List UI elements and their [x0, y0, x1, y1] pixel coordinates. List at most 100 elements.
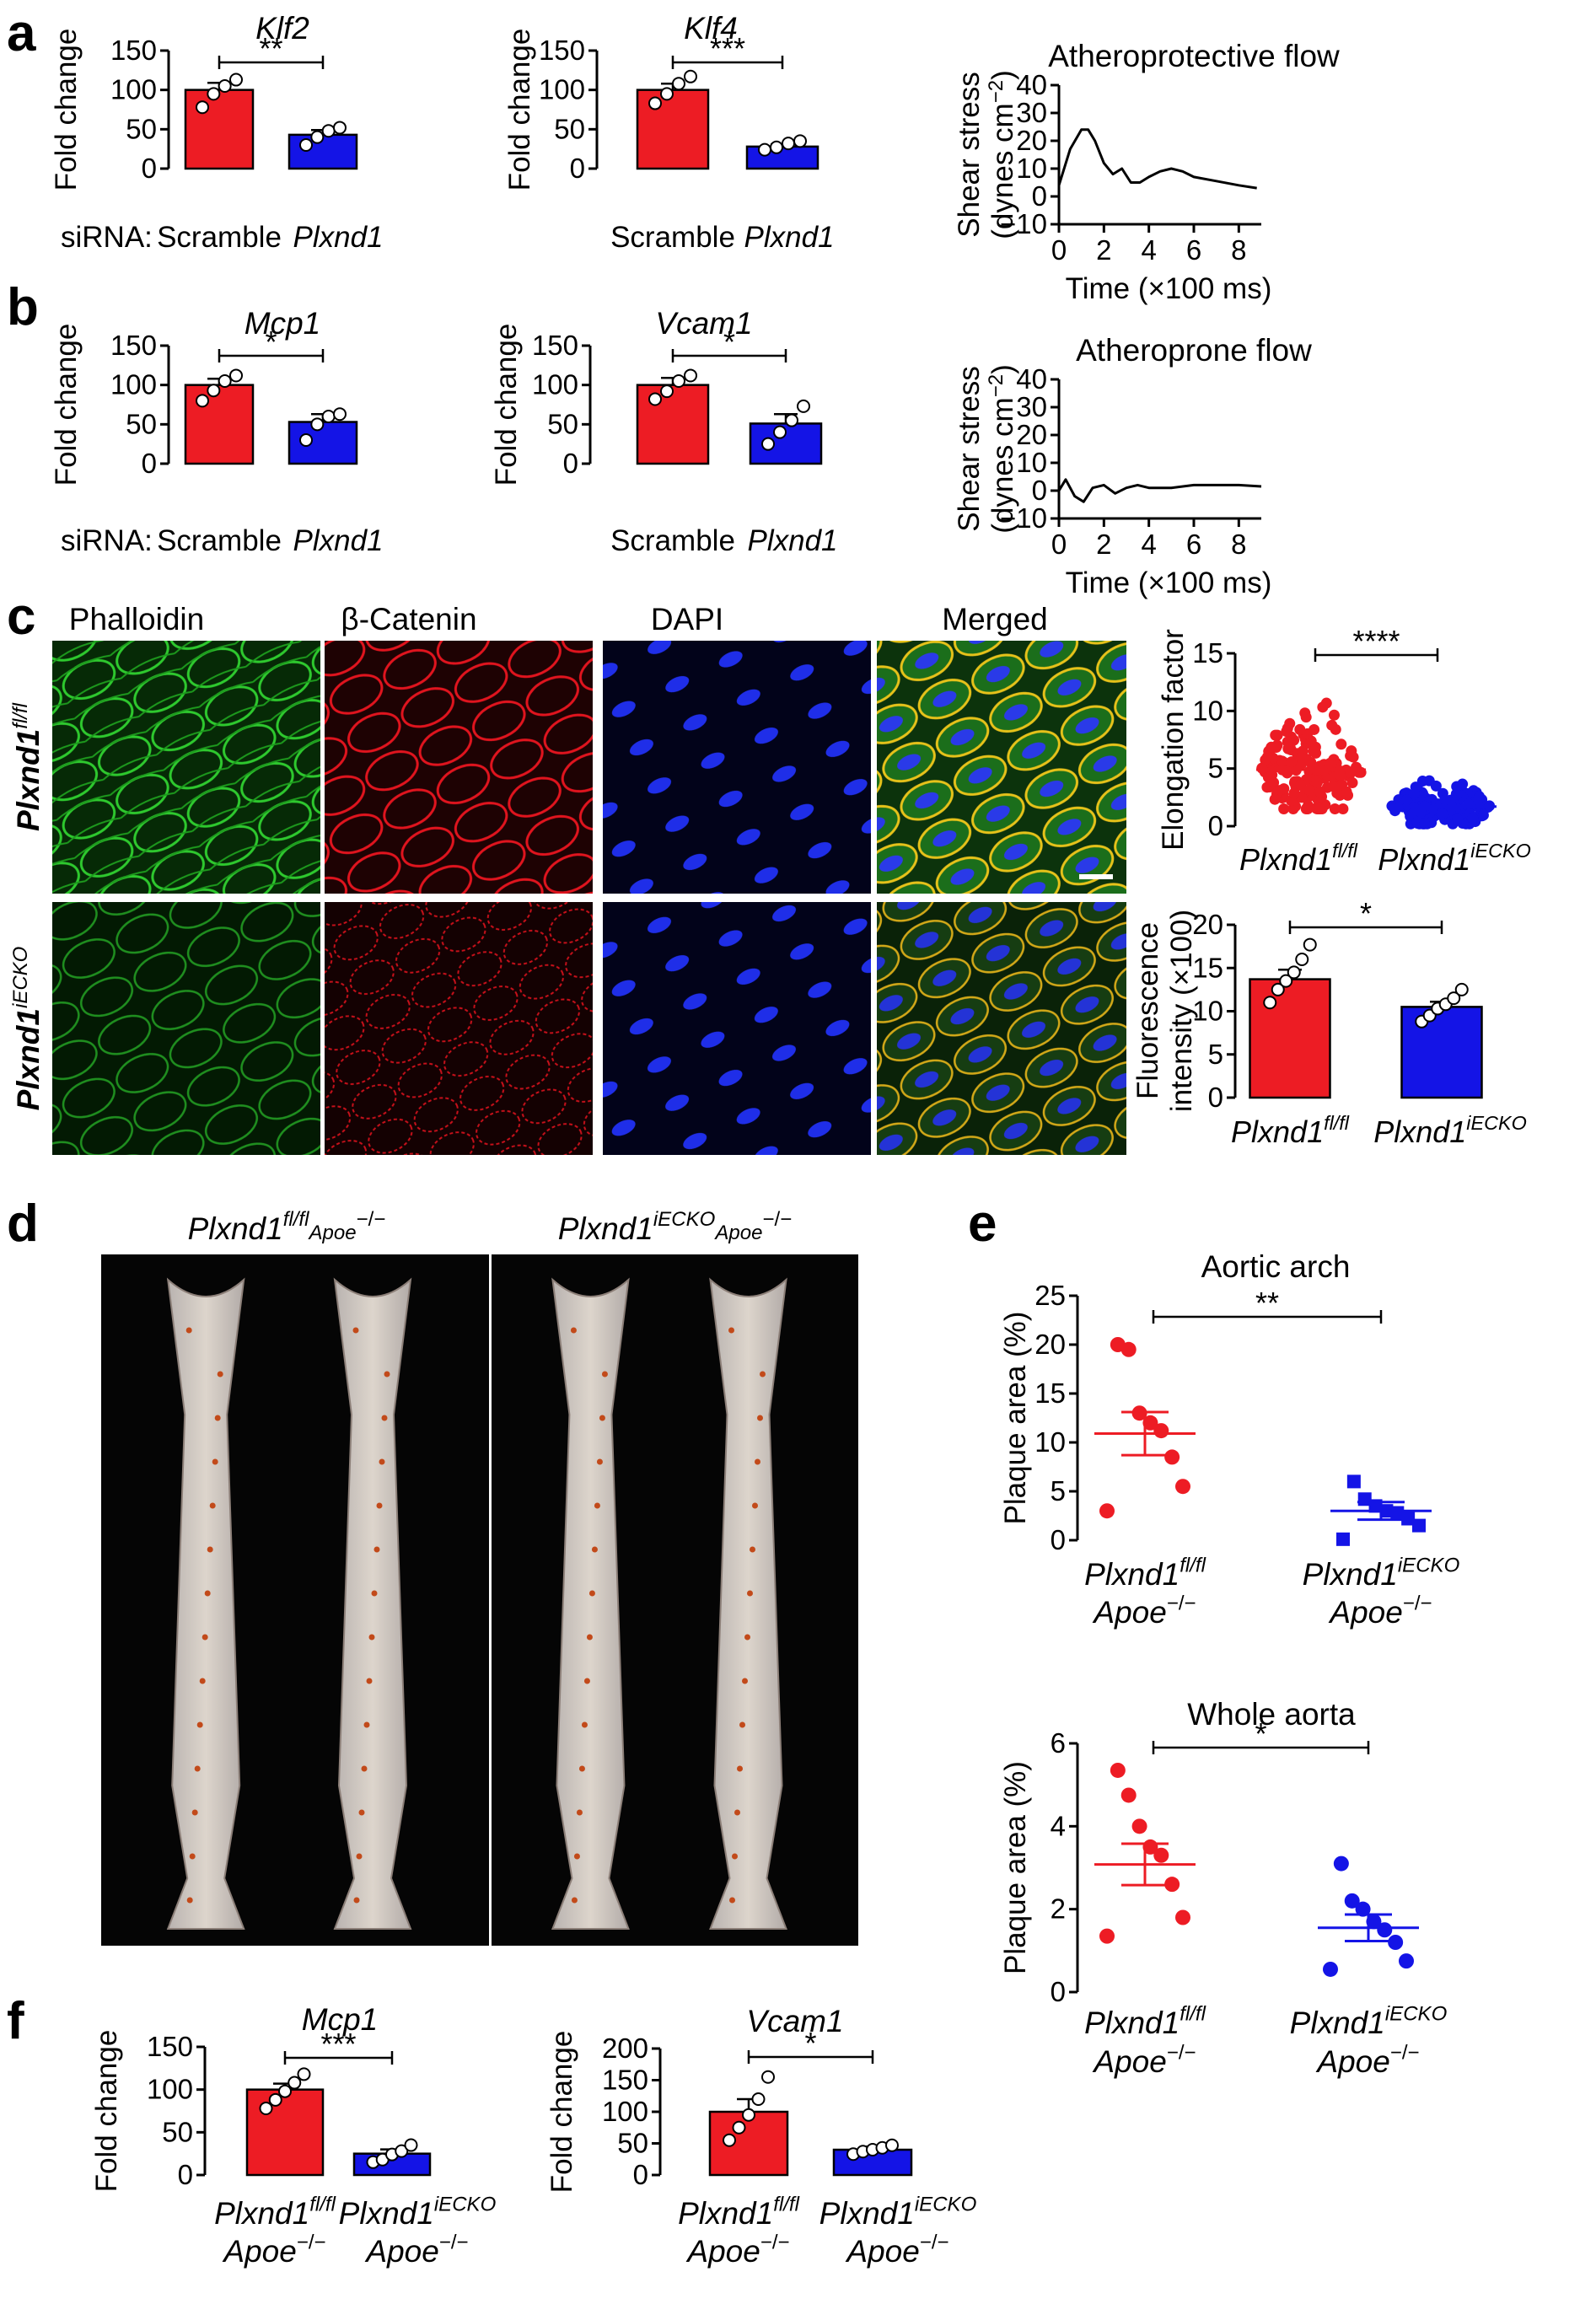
chart-a2-title: Klf4: [684, 11, 738, 46]
chart-e2-point: [1164, 1877, 1180, 1893]
chart-b3-series-line: [1057, 478, 1262, 503]
chart-b3-ytick-label: 30: [1016, 391, 1047, 422]
chart-b3-ytick-label: 20: [1016, 419, 1047, 450]
aorta-photo-background: [101, 1254, 489, 1946]
chart-c1-point: [1415, 806, 1427, 818]
chart-b1-point: [218, 374, 232, 388]
chart-e2-sublabel-2: Apoe−/−: [1315, 2041, 1419, 2079]
chart-c2-point: [1287, 965, 1301, 980]
chart-e1-sublabel-1: Apoe−/−: [1092, 1592, 1196, 1630]
chart-e2-point: [1110, 1762, 1126, 1778]
chart-e1-ytick-label: 5: [1051, 1475, 1066, 1506]
chart-c1-point: [1300, 803, 1312, 814]
chart-a3-xtick-label: 8: [1231, 234, 1246, 266]
chart-f1-sublabel-2: Apoe−/−: [364, 2231, 468, 2269]
chart-b1-title: Mcp1: [245, 306, 320, 341]
chart-e2-xlabel-2: Plxnd1iECKO: [1290, 2002, 1448, 2040]
chart-c1-point: [1329, 803, 1341, 814]
chart-a2-point: [660, 87, 674, 101]
chart-a1-ytick-label: 0: [142, 153, 157, 184]
chart-b3-xtick-label: 8: [1231, 529, 1246, 560]
chart-a1-point: [321, 124, 336, 138]
chart-c1-point: [1328, 709, 1340, 721]
chart-a3-ytick-label: −10: [1000, 208, 1047, 239]
aorta-lesion-spot: [356, 1853, 363, 1860]
aorta-lesion-spot: [191, 1809, 198, 1816]
chart-f2-sublabel-1: Apoe−/−: [685, 2231, 789, 2269]
chart-b1-bar-2: [287, 421, 358, 465]
chart-a3-xtick-label: 6: [1186, 234, 1201, 266]
chart-a3-xtick-label: 2: [1096, 234, 1111, 266]
chart-c1-point: [1282, 736, 1293, 748]
chart-e1-ytick-label: 15: [1034, 1378, 1066, 1409]
chart-f2-ylabel: Fold change: [545, 2031, 578, 2194]
chart-c1-point: [1288, 787, 1300, 799]
chart-a1-point: [310, 130, 325, 144]
chart-b3-ytick-label: −10: [1000, 502, 1047, 534]
chart-b3-title: Atheroprone flow: [1076, 333, 1312, 368]
chart-b1-ytick-label: 0: [142, 448, 157, 479]
chart-c2-significance: *: [1360, 896, 1372, 931]
chart-c1-point: [1314, 803, 1325, 814]
chart-c2-ytick-label: 5: [1208, 1039, 1223, 1070]
aorta-lesion-spot: [373, 1546, 380, 1553]
chart-b1-point: [207, 384, 221, 398]
chart-f1-ytick-label: 100: [147, 2074, 193, 2105]
chart-e2-point: [1099, 1928, 1115, 1944]
chart-c1-point: [1268, 776, 1280, 788]
aorta-lesion-spot: [371, 1590, 378, 1597]
chart-b1-xlabel-1: Scramble: [157, 524, 282, 557]
panel-label-c: c: [7, 588, 35, 646]
chart-c1-ytick-label: 0: [1208, 810, 1223, 841]
chart-b1-point: [321, 410, 336, 423]
chart-c1-point: [1451, 788, 1463, 800]
aorta-lesion-spot: [212, 1458, 218, 1465]
chart-b2-point: [648, 392, 662, 406]
chart-c1-ylabel: Elongation factor: [1157, 629, 1190, 851]
aorta-lesion-spot: [186, 1897, 193, 1904]
aorta-lesion-spot: [352, 1327, 359, 1334]
aorta-lesion-spot: [571, 1897, 578, 1904]
chart-e1-point: [1357, 1492, 1372, 1506]
aorta-lesion-spot: [209, 1502, 216, 1509]
aorta-lesion-spot: [196, 1721, 203, 1728]
aorta-lesion-spot: [729, 1897, 735, 1904]
chart-f1-ylabel: Fold change: [90, 2030, 123, 2193]
chart-c1-point: [1477, 809, 1489, 821]
aorta-lesion-spot: [578, 1765, 585, 1772]
aorta-lesion-spot: [594, 1502, 600, 1509]
aorta-lesion-spot: [573, 1853, 580, 1860]
chart-a3-title: Atheroprotective flow: [1048, 39, 1340, 73]
chart-c1-point: [1436, 808, 1448, 819]
chart-a2-point: [684, 69, 697, 83]
micrograph-row-label-2: Plxnd1iECKO: [9, 947, 46, 1111]
chart-b3-ytick-label: 10: [1016, 447, 1047, 478]
panel-label-f: f: [7, 1992, 24, 2050]
chart-a2-ylabel: Fold change: [503, 29, 536, 191]
chart-e2-point: [1399, 1953, 1414, 1969]
chart-a3-ytick-label: 40: [1016, 69, 1047, 100]
chart-b1-point: [299, 433, 313, 447]
chart-e2-title: Whole aorta: [1187, 1697, 1356, 1732]
micrograph-header-3: DAPI: [651, 602, 723, 636]
aorta-lesion-spot: [189, 1853, 196, 1860]
chart-e1-title: Aortic arch: [1201, 1249, 1351, 1284]
chart-a1: 0 50 100 150 Klf2** Fold change: [50, 11, 358, 191]
chart-c1-point: [1278, 803, 1290, 814]
chart-b2-ytick-label: 0: [563, 448, 578, 479]
siRNA-label-a: siRNA:: [61, 221, 153, 254]
chart-e1-significance: **: [1255, 1286, 1279, 1320]
micrograph-r1-c3: [603, 641, 871, 894]
aorta-lesion-spot: [752, 1502, 758, 1509]
aorta-vessel: [709, 1277, 787, 1930]
chart-c1-ytick-label: 15: [1192, 637, 1223, 669]
chart-e2-point: [1388, 1935, 1404, 1950]
chart-a1-bar-1: [184, 89, 255, 170]
chart-c2-ytick-label: 10: [1192, 996, 1223, 1027]
chart-b3-ylabel: Shear stress(dynes cm−2): [953, 364, 1019, 533]
micrograph-row-label-1: Plxnd1fl/fl: [9, 702, 46, 831]
chart-f2-title: Vcam1: [746, 2004, 843, 2038]
aorta-lesion-spot: [742, 1678, 748, 1684]
siRNA-label-b: siRNA:: [61, 524, 153, 557]
